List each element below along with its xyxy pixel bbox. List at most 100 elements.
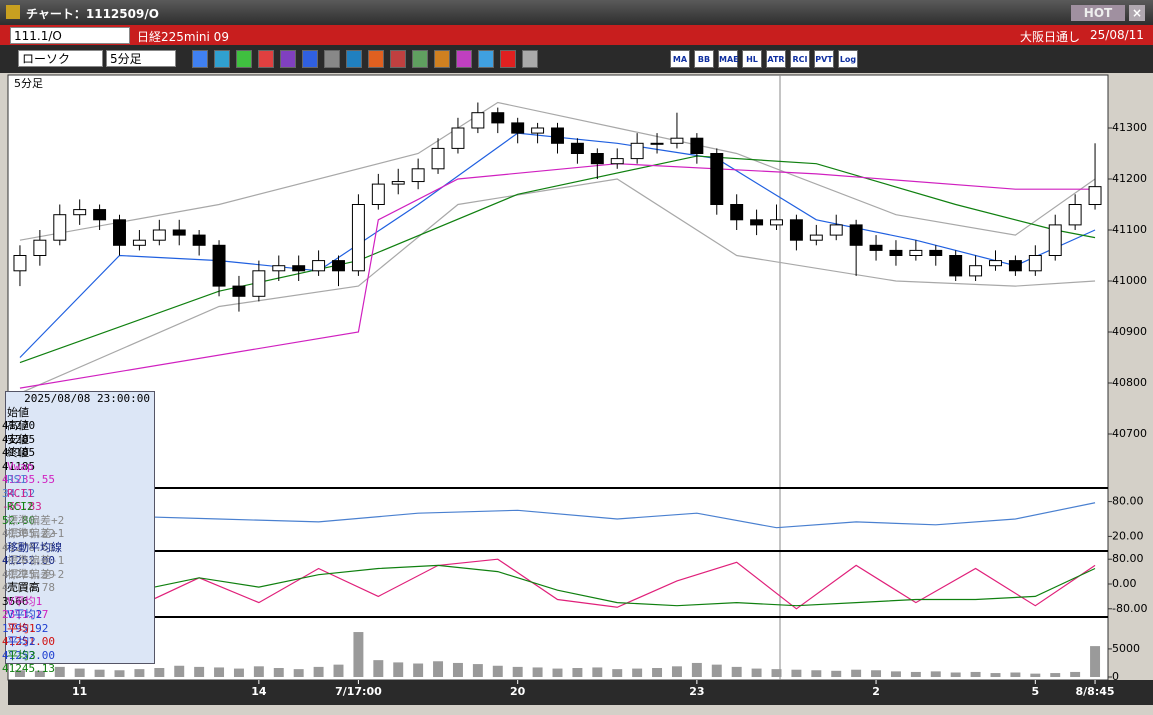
candle-body xyxy=(292,265,306,272)
volume-bar xyxy=(114,670,125,677)
tool-button[interactable]: ATR xyxy=(766,50,786,68)
tool-icon[interactable] xyxy=(368,50,384,68)
tool-icon[interactable] xyxy=(258,50,274,68)
volume-bar xyxy=(433,661,444,677)
x-tick-label: 23 xyxy=(689,685,704,698)
candle-body xyxy=(869,244,883,251)
interval-select[interactable]: 5分足 xyxy=(106,50,176,67)
info-label: 平均2 xyxy=(7,635,36,648)
candle-body xyxy=(650,142,664,145)
volume-bar xyxy=(910,671,921,677)
volume-bar xyxy=(233,668,244,677)
info-value: 52.80 xyxy=(2,513,36,527)
volume-bar xyxy=(512,666,523,677)
y-tick-label: 41000 xyxy=(1112,274,1147,287)
tool-icon[interactable] xyxy=(280,50,296,68)
indicator-line xyxy=(19,564,1096,607)
candle-body xyxy=(351,204,365,272)
tool-button[interactable]: BB xyxy=(694,50,714,68)
tool-button[interactable]: Log xyxy=(838,50,858,68)
volume-bar xyxy=(452,662,463,677)
volume-bar xyxy=(333,664,344,677)
candle-body xyxy=(471,112,485,129)
volume-bar xyxy=(1050,673,1061,677)
tool-icon[interactable] xyxy=(214,50,230,68)
candle-body xyxy=(33,239,47,256)
volume-bar xyxy=(771,669,782,677)
window-title: チャート：1112509/O xyxy=(26,7,159,21)
symbol-bar: 111.1/O 日経225mini 09 大阪日通し 25/08/11 xyxy=(0,25,1153,45)
candle-body xyxy=(849,224,863,246)
info-label: 標準偏差-1 xyxy=(7,554,65,567)
tool-icon[interactable] xyxy=(522,50,538,68)
info-row: 平均3 41245.13 xyxy=(2,648,154,676)
tool-icon[interactable] xyxy=(434,50,450,68)
info-label: 平均3 xyxy=(7,648,36,662)
candle-body xyxy=(13,255,27,272)
tool-button[interactable]: PVT xyxy=(814,50,834,68)
y-tick-label: -80.00 xyxy=(1112,602,1147,615)
volume-bar xyxy=(950,672,961,677)
candle-body xyxy=(829,224,843,236)
tool-icon[interactable] xyxy=(236,50,252,68)
volume-bar xyxy=(831,670,842,677)
candle-body xyxy=(610,158,624,165)
tool-button[interactable]: MA xyxy=(670,50,690,68)
candle-body xyxy=(789,219,803,241)
indicator-line xyxy=(19,163,1096,389)
info-label: 高値 xyxy=(7,419,29,432)
tool-icon[interactable] xyxy=(346,50,362,68)
volume-bar xyxy=(273,668,284,677)
tool-icon[interactable] xyxy=(500,50,516,68)
info-label: 標準偏差-2 xyxy=(7,567,65,581)
volume-bar xyxy=(472,664,483,677)
symbol-select[interactable]: 111.1/O xyxy=(10,27,130,44)
info-row: 安値 41185 xyxy=(2,433,154,460)
chart-kind-select[interactable]: ローソク xyxy=(18,50,103,67)
tool-icon[interactable] xyxy=(412,50,428,68)
hot-button[interactable]: HOT xyxy=(1071,5,1125,21)
tool-button[interactable]: RCI xyxy=(790,50,810,68)
volume-bar xyxy=(393,662,404,677)
candle-body xyxy=(750,219,764,226)
tool-icon[interactable] xyxy=(390,50,406,68)
candle-body xyxy=(53,214,67,241)
tool-icon[interactable] xyxy=(192,50,208,68)
tool-icon[interactable] xyxy=(478,50,494,68)
volume-bar xyxy=(930,671,941,677)
info-box: 2025/08/08 23:00:00 始値 41270 高値 41285 安値 41185… xyxy=(2,391,155,676)
tool-button[interactable]: HL xyxy=(742,50,762,68)
volume-bar xyxy=(652,668,663,677)
candle-body xyxy=(152,229,166,241)
info-label: 標準偏差+1 xyxy=(7,527,65,540)
info-label: V平均1 xyxy=(7,594,43,608)
y-tick-label: 41300 xyxy=(1112,121,1147,134)
volume-bar xyxy=(492,665,503,677)
close-button[interactable]: × xyxy=(1129,5,1145,21)
y-tick-label: 5000 xyxy=(1112,642,1140,655)
date: 25/08/11 xyxy=(1090,28,1144,42)
candle-body xyxy=(172,229,186,236)
tool-icon[interactable] xyxy=(302,50,318,68)
info-value: 41245.13 xyxy=(2,662,55,675)
tool-icon[interactable] xyxy=(324,50,340,68)
info-label: V平均2 xyxy=(7,608,43,621)
candle-body xyxy=(969,265,983,277)
volume-bar xyxy=(14,670,25,677)
x-tick-label: 5 xyxy=(1031,685,1039,698)
candle-body xyxy=(630,142,644,160)
info-datetime: 2025/08/08 23:00:00 xyxy=(24,392,150,405)
candle-body xyxy=(590,153,604,165)
tool-icon[interactable] xyxy=(456,50,472,68)
volume-bar xyxy=(851,669,862,677)
info-value: 41235.55 xyxy=(2,473,55,486)
y-tick-label: 41200 xyxy=(1112,172,1147,185)
info-label: 売買高 xyxy=(7,581,40,594)
candle-body xyxy=(491,112,505,124)
info-value: 41270 xyxy=(2,419,36,432)
info-label: 平均1 xyxy=(7,621,36,635)
tool-button[interactable]: MAE xyxy=(718,50,739,68)
info-row: RCI2 52.80 xyxy=(2,500,154,527)
market: 大阪日通し xyxy=(1020,30,1081,44)
